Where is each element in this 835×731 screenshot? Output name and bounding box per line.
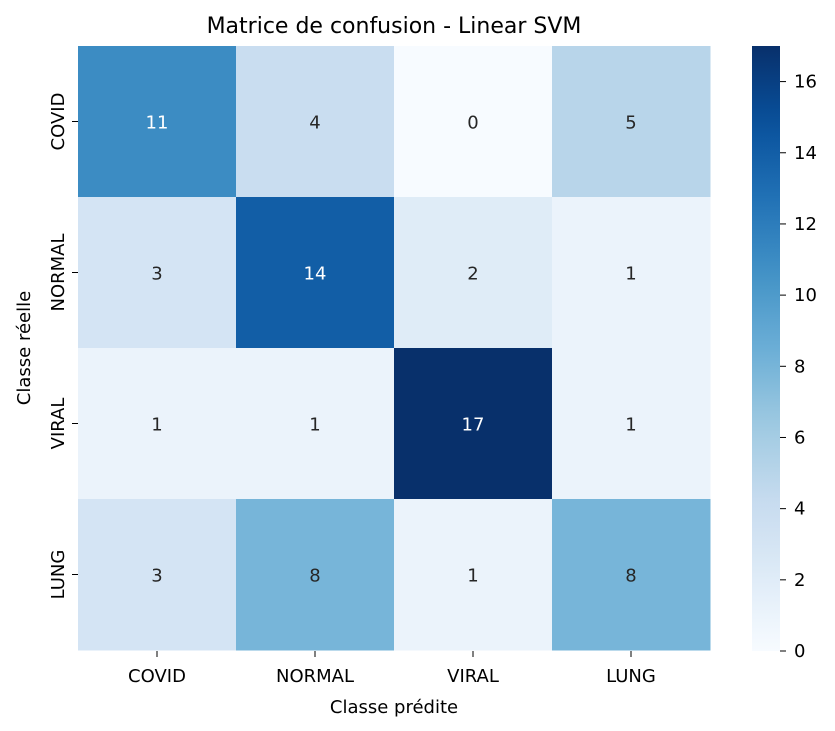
cell-value-label: 4 [309, 113, 320, 134]
colorbar-tick-label: 16 [794, 72, 817, 93]
cell-value-label: 3 [151, 566, 162, 587]
y-tick-label: NORMAL [48, 233, 69, 311]
x-tick-label: COVID [128, 666, 186, 687]
heatmap-cell [236, 197, 395, 349]
cell-value-label: 11 [146, 113, 169, 134]
x-axis-ticks: COVID NORMAL VIRAL LUNG [128, 651, 656, 687]
colorbar-tick-label: 10 [794, 285, 817, 306]
cell-value-label: 1 [309, 415, 320, 436]
heatmap-cell [78, 499, 237, 651]
colorbar-tick-label: 12 [794, 214, 817, 235]
colorbar-tick-label: 8 [794, 356, 805, 377]
heatmap-cell [236, 499, 395, 651]
chart-title: Matrice de confusion - Linear SVM [207, 14, 582, 39]
heatmap-cell [78, 197, 237, 349]
colorbar-tick-label: 0 [794, 641, 805, 662]
cell-value-label: 1 [151, 415, 162, 436]
cell-value-label: 14 [304, 264, 327, 285]
heatmap-cell [78, 46, 237, 198]
y-tick-label: LUNG [48, 550, 69, 600]
heatmap-cell [552, 499, 711, 651]
cell-value-label: 1 [625, 264, 636, 285]
heatmap-cells: 11 4 0 53 14 2 11 1 17 13 8 1 8 [78, 46, 711, 651]
y-axis-label: Classe réelle [14, 291, 35, 405]
x-tick-label: LUNG [606, 666, 656, 687]
heatmap-cell [552, 46, 711, 198]
cell-value-label: 8 [309, 566, 320, 587]
colorbar-ticks: 0 2 4 6 8 10 12 14 16 [780, 72, 817, 662]
colorbar-tick-label: 14 [794, 143, 817, 164]
y-axis-ticks: COVID NORMAL VIRAL LUNG [48, 93, 78, 600]
y-tick-label: VIRAL [48, 398, 69, 450]
heatmap-cell [552, 348, 711, 500]
cell-value-label: 2 [467, 264, 478, 285]
x-tick-label: VIRAL [447, 666, 499, 687]
heatmap-cell [394, 499, 553, 651]
cell-value-label: 5 [625, 113, 636, 134]
heatmap-cell [78, 348, 237, 500]
cell-value-label: 17 [462, 415, 485, 436]
heatmap-cell [394, 348, 553, 500]
cell-value-label: 8 [625, 566, 636, 587]
y-tick-label: COVID [48, 93, 69, 151]
heatmap-cell [236, 348, 395, 500]
colorbar-tick-label: 6 [794, 427, 805, 448]
cell-value-label: 1 [625, 415, 636, 436]
colorbar [752, 46, 780, 651]
cell-value-label: 3 [151, 264, 162, 285]
heatmap-cell [236, 46, 395, 198]
cell-value-label: 0 [467, 113, 478, 134]
colorbar-tick-label: 4 [794, 499, 805, 520]
heatmap-cell [552, 197, 711, 349]
x-tick-label: NORMAL [276, 666, 354, 687]
heatmap-cell [394, 197, 553, 349]
cell-value-label: 1 [467, 566, 478, 587]
colorbar-tick-label: 2 [794, 570, 805, 591]
x-axis-label: Classe prédite [330, 697, 458, 718]
heatmap-cell [394, 46, 553, 198]
